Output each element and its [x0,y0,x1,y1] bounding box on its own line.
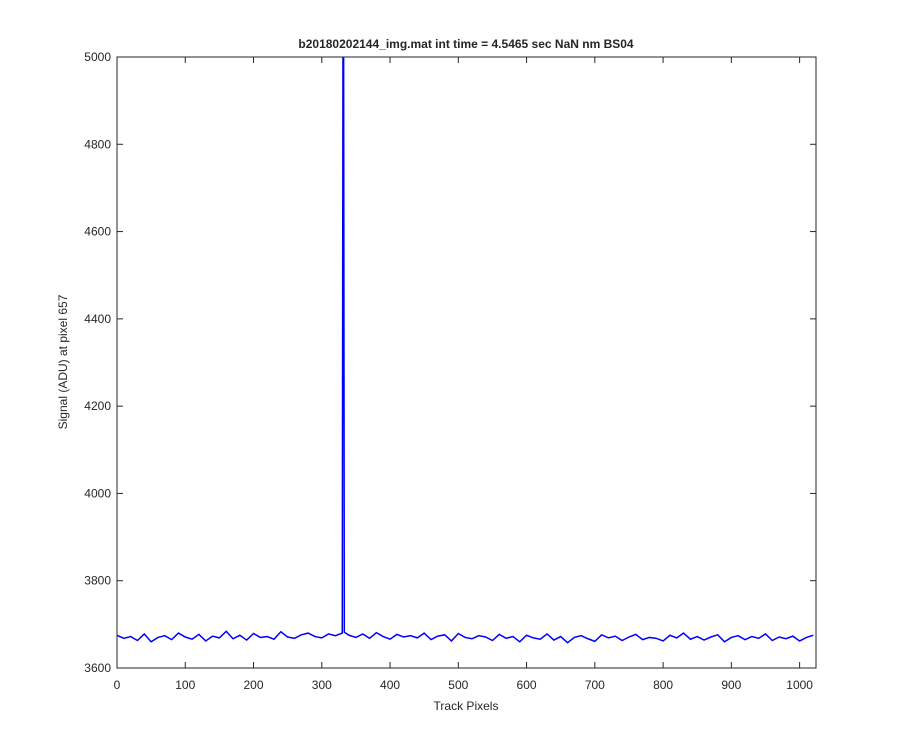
y-tick-label: 4400 [84,312,111,326]
y-axis-label: Signal (ADU) at pixel 657 [56,294,70,429]
x-tick-label: 700 [585,678,605,692]
x-tick-label: 300 [312,678,332,692]
y-tick-label: 5000 [84,50,111,64]
x-tick-label: 0 [114,678,121,692]
x-tick-label: 500 [448,678,468,692]
y-tick-label: 4000 [84,486,111,500]
data-line [117,57,814,644]
y-tick-label: 4800 [84,137,111,151]
x-tick-label: 600 [517,678,537,692]
axes-box [116,56,817,669]
x-tick-label: 200 [244,678,264,692]
chart-title: b20180202144_img.mat int time = 4.5465 s… [298,37,634,51]
y-tick-label: 3800 [84,574,111,588]
x-tick-label: 400 [380,678,400,692]
x-tick-label: 800 [653,678,673,692]
y-tick-label: 3600 [84,661,111,675]
x-tick-label: 1000 [786,678,813,692]
y-tick-label: 4200 [84,399,111,413]
x-tick-label: 100 [175,678,195,692]
x-tick-label: 900 [721,678,741,692]
x-axis-label: Track Pixels [434,699,499,713]
plot-area [117,57,816,668]
y-tick-label: 4600 [84,225,111,239]
